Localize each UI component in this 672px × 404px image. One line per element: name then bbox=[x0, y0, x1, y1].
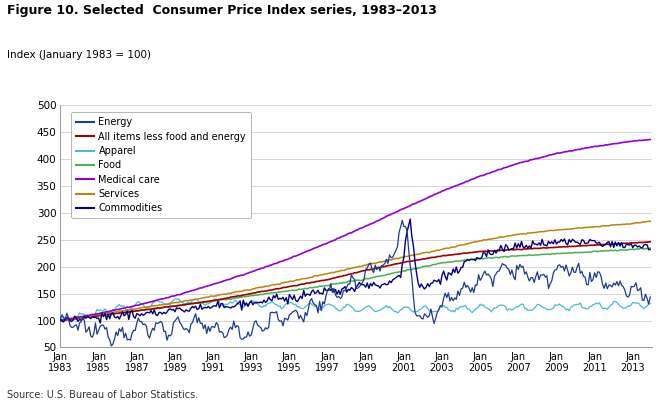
Text: Source: U.S. Bureau of Labor Statistics.: Source: U.S. Bureau of Labor Statistics. bbox=[7, 390, 198, 400]
Text: Figure 10. Selected  Consumer Price Index series, 1983–2013: Figure 10. Selected Consumer Price Index… bbox=[7, 4, 437, 17]
Legend: Energy, All items less food and energy, Apparel, Food, Medical care, Services, C: Energy, All items less food and energy, … bbox=[71, 112, 251, 218]
Text: Index (January 1983 = 100): Index (January 1983 = 100) bbox=[7, 50, 151, 61]
